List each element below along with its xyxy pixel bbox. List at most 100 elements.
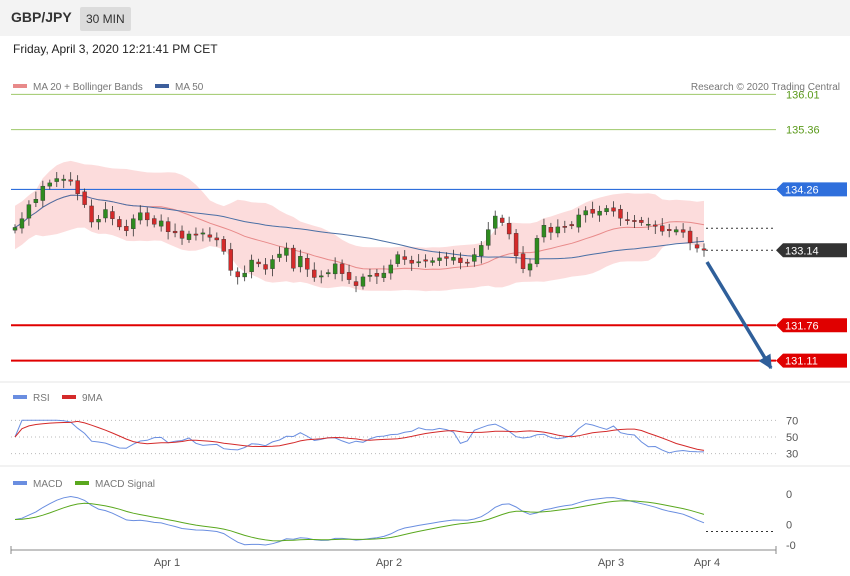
candle-body xyxy=(423,259,428,262)
candle-body xyxy=(653,224,658,227)
candle-body xyxy=(82,191,87,205)
candle-body xyxy=(430,260,435,263)
candle-body xyxy=(96,219,101,223)
rsi-level-label: 50 xyxy=(786,432,798,444)
candle-body xyxy=(242,272,247,278)
macd-panel: 0 0 -0 xyxy=(14,489,796,552)
candle-body xyxy=(249,259,254,272)
candle-body xyxy=(604,208,609,213)
candle-body xyxy=(277,253,282,258)
level-tag xyxy=(776,182,847,197)
candle-body xyxy=(291,247,296,269)
level-tag xyxy=(776,243,847,258)
candle-body xyxy=(40,185,46,201)
header-bar: GBP/JPY 30 MIN xyxy=(0,0,850,36)
candle-body xyxy=(54,178,59,182)
macd-level-label: 0 xyxy=(786,520,792,532)
candle-body xyxy=(319,275,324,278)
candle-body xyxy=(660,225,665,232)
candle-body xyxy=(618,208,623,219)
candle-body xyxy=(701,248,707,251)
candle-body xyxy=(541,225,547,238)
moving-averages xyxy=(14,194,705,271)
candle-body xyxy=(451,257,456,261)
candle-body xyxy=(632,220,637,222)
legend-ma50-label: MA 50 xyxy=(175,82,204,93)
candle-body xyxy=(179,230,185,239)
candle-body xyxy=(131,218,136,229)
rsi-line xyxy=(14,419,705,454)
instrument-pair: GBP/JPY xyxy=(11,9,72,25)
candle-body xyxy=(110,211,115,219)
candle-body xyxy=(555,226,561,234)
candle-body xyxy=(172,230,178,234)
candle-body xyxy=(346,272,352,280)
candle-body xyxy=(193,233,199,236)
price-legend: MA 20 + Bollinger Bands MA 50 xyxy=(13,82,204,93)
candle-body xyxy=(270,259,275,269)
candle-body xyxy=(444,256,449,259)
candle-body xyxy=(367,275,373,277)
legend-macd-label: MACD xyxy=(33,479,62,490)
candle-body xyxy=(305,258,310,270)
ma50-line xyxy=(14,194,705,260)
candle-body xyxy=(458,257,463,263)
candle-body xyxy=(221,239,226,252)
candle-body xyxy=(61,178,66,181)
candle-body xyxy=(263,264,268,270)
candle-body xyxy=(117,219,122,228)
candle-body xyxy=(680,229,686,233)
candle-body xyxy=(19,218,25,229)
candle-body xyxy=(576,214,581,228)
level-label: 131.11 xyxy=(785,356,818,368)
candle-body xyxy=(47,182,52,187)
candle-body xyxy=(437,257,442,261)
rsi-level-label: 70 xyxy=(786,415,798,427)
timeframe-badge[interactable]: 30 MIN xyxy=(80,7,131,31)
candle-body xyxy=(486,229,491,246)
candle-body xyxy=(569,224,574,227)
macd-signal-line xyxy=(14,500,705,542)
candle-body xyxy=(124,226,129,231)
candle-body xyxy=(298,256,303,268)
candle-body xyxy=(673,229,679,233)
candle-body xyxy=(493,215,498,229)
candle-body xyxy=(520,253,526,269)
x-tick-apr4: Apr 4 xyxy=(694,557,720,569)
rsi-panel: 70 50 30 xyxy=(11,415,798,461)
candle-body xyxy=(687,230,693,243)
candle-body xyxy=(235,271,240,278)
candle-body xyxy=(409,259,414,264)
candle-body xyxy=(639,219,644,223)
candle-body xyxy=(534,238,540,265)
candle-body xyxy=(200,232,206,235)
candle-body xyxy=(165,221,171,233)
candle-body xyxy=(68,179,73,182)
candle-body xyxy=(145,212,150,221)
level-tag xyxy=(776,353,847,368)
candle-body xyxy=(472,254,477,262)
macd-level-label: 0 xyxy=(786,489,792,501)
candle-body xyxy=(151,218,157,225)
level-label: 136.01 xyxy=(786,89,820,101)
candle-body xyxy=(214,237,220,241)
candle-body xyxy=(590,209,595,214)
candle-body xyxy=(694,244,700,249)
level-label: 134.26 xyxy=(785,184,819,196)
candle-body xyxy=(256,261,261,265)
candle-body xyxy=(625,219,630,221)
candles xyxy=(12,172,707,293)
level-label: 133.14 xyxy=(785,245,819,257)
rsi-ma-line xyxy=(14,420,705,451)
x-tick-apr1: Apr 1 xyxy=(154,557,180,569)
candle-body xyxy=(583,210,588,216)
macd-legend: MACD MACD Signal xyxy=(13,479,155,490)
legend-ma20-label: MA 20 + Bollinger Bands xyxy=(33,82,143,93)
candle-body xyxy=(339,263,345,274)
candle-body xyxy=(416,261,421,264)
candle-body xyxy=(402,256,407,260)
candle-body xyxy=(388,264,394,274)
rsi-legend: RSI 9MA xyxy=(13,393,103,404)
level-label: 131.76 xyxy=(785,320,819,332)
